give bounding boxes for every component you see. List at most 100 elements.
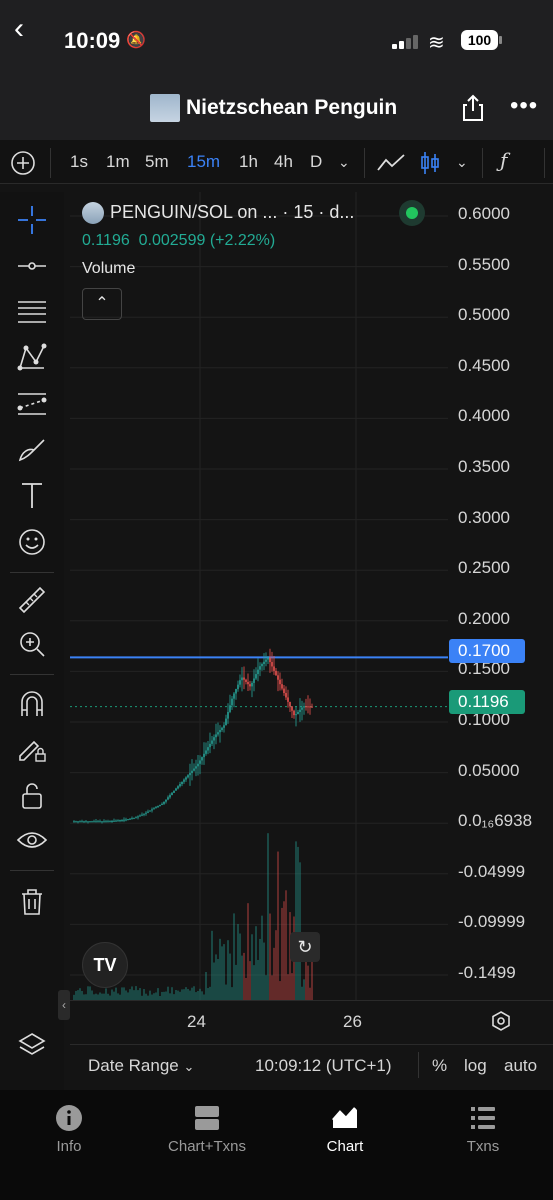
volume-bar xyxy=(163,991,165,1000)
collapse-legend-button[interactable]: ⌃ xyxy=(82,288,122,320)
candle-body xyxy=(275,670,277,676)
volume-bar xyxy=(243,952,245,1000)
price-chart[interactable] xyxy=(70,192,448,1000)
volume-bar xyxy=(159,995,161,1000)
auto-toggle[interactable]: auto xyxy=(504,1056,538,1075)
share-icon[interactable] xyxy=(462,94,484,122)
tradingview-logo[interactable]: TV xyxy=(82,942,128,988)
line-chart-type-icon[interactable] xyxy=(376,152,406,174)
zoom-in-icon[interactable] xyxy=(14,626,50,662)
volume-bar xyxy=(213,962,215,1000)
brush-tool-icon[interactable] xyxy=(14,432,50,468)
tab-chart-txns[interactable]: Chart+Txns xyxy=(152,1104,262,1155)
back-button[interactable]: ‹ xyxy=(14,12,24,45)
chart-icon xyxy=(332,1107,357,1128)
unlock-icon[interactable] xyxy=(14,778,50,814)
candle-body xyxy=(165,799,167,802)
interval-1s[interactable]: 1s xyxy=(70,152,88,171)
tab-txns[interactable]: Txns xyxy=(428,1104,538,1155)
candle-body xyxy=(189,772,191,776)
emoji-tool-icon[interactable] xyxy=(14,524,50,560)
volume-bar xyxy=(131,986,133,1000)
price-axis[interactable] xyxy=(448,192,553,1000)
candle-body xyxy=(105,821,107,823)
fib-retracement-tool-icon[interactable] xyxy=(14,294,50,330)
candle-body xyxy=(301,707,303,710)
interval-5m[interactable]: 5m xyxy=(145,152,169,171)
interval-4h[interactable]: 4h xyxy=(274,152,293,171)
candle-body xyxy=(223,725,225,728)
volume-bar xyxy=(287,974,289,1000)
candle-body xyxy=(213,737,215,741)
indicators-fx-icon[interactable]: ƒ xyxy=(500,148,508,172)
candle-body xyxy=(287,697,289,702)
volume-bar xyxy=(259,938,261,1000)
trash-icon[interactable] xyxy=(14,884,50,920)
volume-bar xyxy=(245,977,247,1000)
layers-icon[interactable] xyxy=(14,1028,50,1064)
candle-body xyxy=(93,821,95,823)
candles-chart-type-icon[interactable] xyxy=(420,150,440,176)
eye-visibility-icon[interactable] xyxy=(14,822,50,858)
volume-bar xyxy=(185,987,187,1000)
volume-bar xyxy=(113,991,115,1000)
volume-bar xyxy=(305,939,307,1000)
percent-toggle[interactable]: % xyxy=(432,1056,448,1075)
chart-settings-icon[interactable] xyxy=(490,1010,512,1032)
candle-body xyxy=(229,705,231,712)
forecast-tool-icon[interactable] xyxy=(14,386,50,422)
price-tick-label: 0.5000 xyxy=(458,305,510,325)
toolbar-divider xyxy=(544,148,545,178)
price-tick-label: 0.2500 xyxy=(458,558,510,578)
toggle-tools-chevron-icon[interactable]: ‹ xyxy=(58,990,70,1020)
add-indicator-icon[interactable] xyxy=(10,150,36,176)
reset-chart-icon[interactable]: ↻ xyxy=(290,932,320,962)
candle-body xyxy=(311,706,313,708)
lock-drawing-pencil-icon[interactable] xyxy=(14,732,50,768)
chart-type-chevron-down-icon[interactable]: ⌄ xyxy=(456,154,468,170)
crosshair-icon[interactable] xyxy=(14,202,50,238)
utc-clock[interactable]: 10:09:12 (UTC+1) xyxy=(255,1056,392,1075)
volume-bar xyxy=(299,862,301,1000)
candle-body xyxy=(303,706,305,708)
volume-bar xyxy=(271,975,273,1000)
volume-bar xyxy=(97,994,99,1000)
volume-bar xyxy=(215,954,217,1000)
tab-chart[interactable]: Chart xyxy=(290,1104,400,1155)
price-tick-label: 0.05000 xyxy=(458,760,520,780)
tab-info[interactable]: Info xyxy=(14,1104,124,1155)
more-options-icon[interactable]: ••• xyxy=(510,92,539,119)
candle-body xyxy=(281,684,283,689)
interval-1m[interactable]: 1m xyxy=(106,152,130,171)
log-toggle[interactable]: log xyxy=(464,1056,487,1075)
candle-body xyxy=(277,675,279,680)
volume-bar xyxy=(171,987,173,1000)
volume-bar xyxy=(147,995,149,1000)
interval-d[interactable]: D xyxy=(310,152,323,171)
magnet-icon[interactable] xyxy=(14,686,50,722)
volume-bar xyxy=(79,988,81,1000)
intervals-chevron-down-icon[interactable]: ⌄ xyxy=(338,154,350,170)
volume-label[interactable]: Volume xyxy=(82,260,136,277)
ruler-icon[interactable] xyxy=(14,582,50,618)
interval-1h[interactable]: 1h xyxy=(239,152,258,171)
date-range-button[interactable]: Date Range ⌄ xyxy=(88,1056,194,1076)
time-axis[interactable] xyxy=(70,1000,553,1044)
volume-bar xyxy=(251,934,253,1000)
pattern-tool-icon[interactable] xyxy=(14,340,50,376)
tools-divider xyxy=(10,870,54,871)
candle-body xyxy=(221,727,223,730)
candle-body xyxy=(191,770,193,773)
text-tool-icon[interactable] xyxy=(14,478,50,514)
candle-body xyxy=(185,777,187,780)
candle-body xyxy=(273,666,275,671)
price-tick-label: 0.1500 xyxy=(458,659,510,679)
status-bar xyxy=(0,0,553,80)
volume-bar xyxy=(115,987,117,1000)
horizontal-line-tool-icon[interactable] xyxy=(14,248,50,284)
symbol-title[interactable]: PENGUIN/SOL on ... · 15 · d... xyxy=(110,202,355,222)
chart-canvas[interactable] xyxy=(70,192,448,1000)
candle-body xyxy=(121,819,123,821)
volume-bar xyxy=(279,981,281,1000)
interval-15m[interactable]: 15m xyxy=(187,152,221,171)
